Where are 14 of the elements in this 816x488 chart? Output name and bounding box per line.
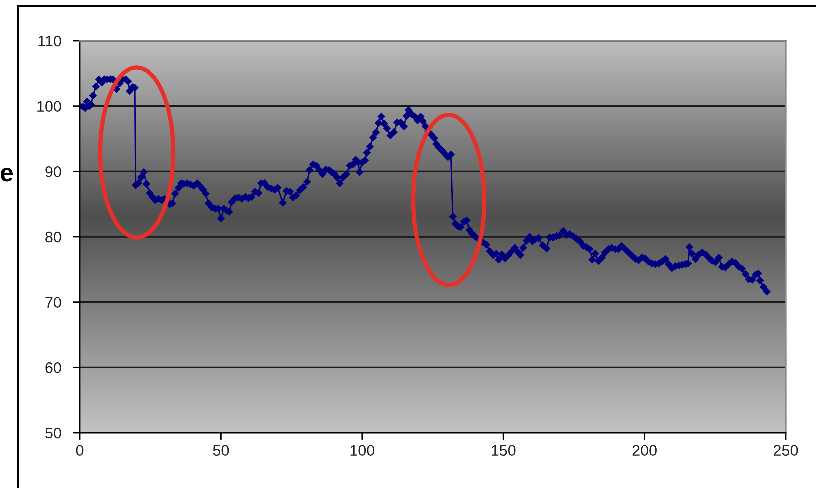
y-tick-label: 90 xyxy=(46,166,62,178)
y-tick-label: 70 xyxy=(46,297,62,308)
x-tick-label: 0 xyxy=(76,445,84,456)
x-tick-label: 50 xyxy=(213,445,230,456)
y-tick-label: 80 xyxy=(46,232,62,243)
text: e xyxy=(0,168,14,182)
y-tick-label: 100 xyxy=(38,101,62,112)
x-tick-label: 150 xyxy=(492,445,516,456)
x-tick-label: 200 xyxy=(632,445,657,456)
x-tick-label: 250 xyxy=(774,445,798,456)
y-tick-label: 60 xyxy=(46,362,62,374)
y-tick-label: 50 xyxy=(46,428,62,439)
x-tick-label: 100 xyxy=(350,445,375,456)
y-tick-label: 110 xyxy=(38,36,62,47)
